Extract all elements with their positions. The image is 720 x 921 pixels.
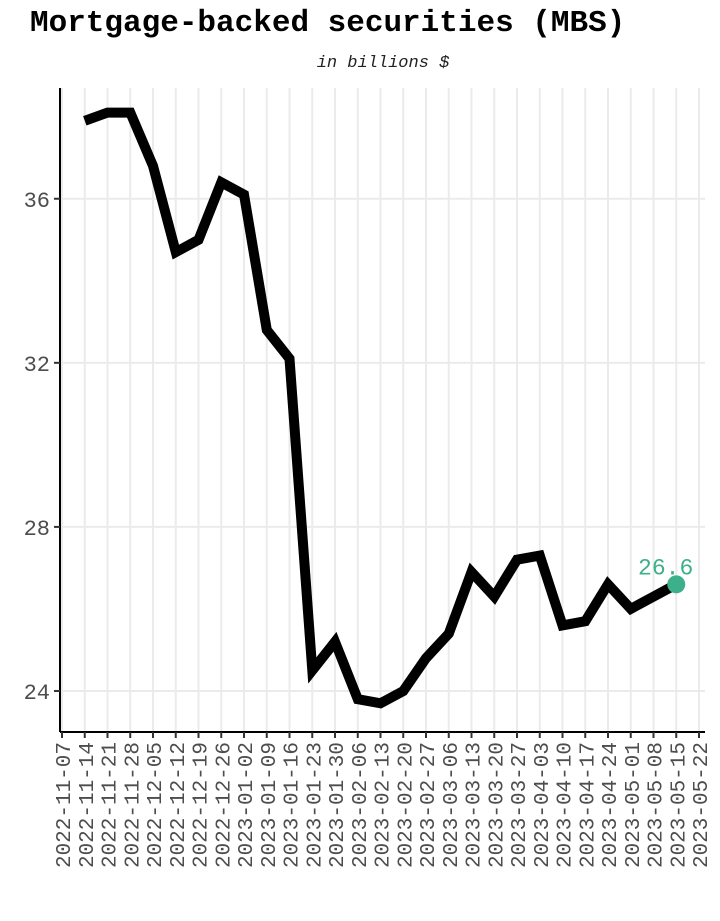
x-tick-label: 2022-12-19 [191,742,214,868]
x-tick-label: 2023-03-06 [441,742,464,868]
x-tick-label: 2023-04-17 [577,742,600,868]
data-point [562,624,564,626]
data-point [584,620,586,622]
data-point [630,608,632,610]
series-line [83,107,679,709]
x-tick-label: 2023-05-22 [691,742,714,868]
data-point [175,251,177,253]
last-value-marker [667,575,686,594]
x-tick-label: 2023-01-16 [282,742,305,868]
x-tick-label: 2023-04-03 [532,742,555,868]
data-point [152,165,154,167]
y-tick-label: 28 [24,517,50,542]
data-point [107,112,109,114]
x-tick-label: 2023-02-13 [373,742,396,868]
data-point [84,120,86,122]
x-tick-label: 2022-11-07 [54,742,77,868]
chart-title: Mortgage-backed securities (MBS) [30,6,626,41]
x-tick-label: 2022-11-28 [122,742,145,868]
x-tick-label: 2023-02-20 [395,742,418,868]
last-value-label: 26.6 [638,555,693,581]
data-point [266,329,268,331]
data-point [425,657,427,659]
x-tick-label: 2022-11-14 [77,742,100,868]
data-point [220,181,222,183]
x-tick-label: 2023-02-06 [350,742,373,868]
y-tick-label: 32 [24,353,50,378]
data-point [471,571,473,573]
data-point [198,239,200,241]
data-point [289,358,291,360]
grid [60,88,705,732]
series [83,107,686,709]
x-tick-label: 2023-03-27 [509,742,532,868]
x-tick-label: 2023-05-01 [623,742,646,868]
y-tick-label: 24 [24,681,50,706]
data-point [129,112,131,114]
data-point [493,596,495,598]
data-point [516,559,518,561]
x-tick-label: 2023-01-30 [327,742,350,868]
data-point [334,641,336,643]
x-tick-label: 2023-01-23 [304,742,327,868]
y-tick-label: 36 [24,189,50,214]
x-tick-label: 2022-12-26 [213,742,236,868]
x-tick-label: 2022-12-12 [168,742,191,868]
data-point [402,690,404,692]
x-tick-label: 2023-02-27 [418,742,441,868]
data-point [539,555,541,557]
x-tick-label: 2023-04-10 [555,742,578,868]
x-tick-label: 2023-01-02 [236,742,259,868]
x-tick-label: 2023-04-24 [600,742,623,868]
x-tick-label: 2022-12-05 [145,742,168,868]
data-point [311,669,313,671]
data-point [653,596,655,598]
data-point [380,702,382,704]
x-tick-label: 2023-05-15 [668,742,691,868]
x-tick-label: 2023-03-20 [486,742,509,868]
chart-subtitle: in billions $ [316,54,450,73]
x-tick-label: 2023-05-08 [646,742,669,868]
data-point [357,698,359,700]
axes [54,88,705,738]
data-point [448,633,450,635]
x-tick-label: 2023-01-09 [259,742,282,868]
x-tick-label: 2022-11-21 [100,742,123,868]
data-point [243,194,245,196]
data-point [607,583,609,585]
x-tick-label: 2023-03-13 [464,742,487,868]
